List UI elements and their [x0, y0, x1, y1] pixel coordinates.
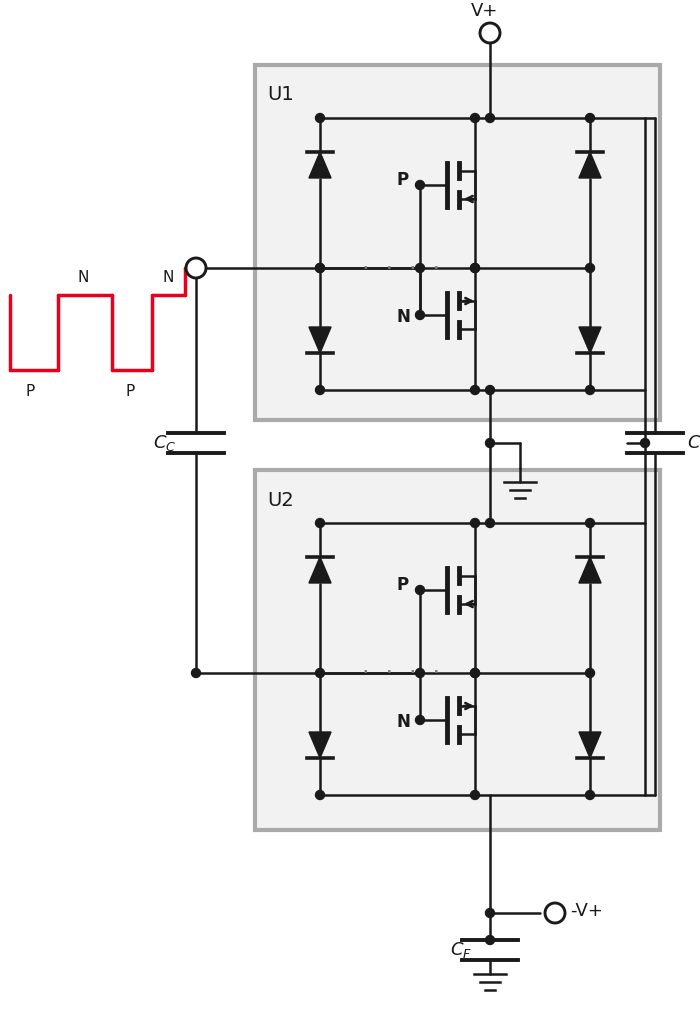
Circle shape: [585, 263, 594, 272]
Text: V+: V+: [471, 2, 498, 20]
FancyBboxPatch shape: [255, 470, 660, 830]
Circle shape: [585, 385, 594, 394]
Text: · · · ·: · · · ·: [360, 663, 442, 683]
Text: · · · ·: · · · ·: [360, 258, 442, 277]
Polygon shape: [579, 327, 601, 353]
Circle shape: [470, 385, 480, 394]
Text: N: N: [77, 269, 89, 284]
Text: $C_C$: $C_C$: [153, 433, 176, 453]
Polygon shape: [579, 732, 601, 758]
Circle shape: [585, 114, 594, 123]
Circle shape: [486, 385, 494, 394]
Text: P: P: [25, 384, 34, 399]
Circle shape: [486, 114, 494, 123]
Circle shape: [545, 903, 565, 923]
Circle shape: [316, 263, 325, 272]
Circle shape: [416, 263, 424, 272]
Text: $C_P$: $C_P$: [687, 433, 700, 453]
Circle shape: [416, 311, 424, 319]
Circle shape: [486, 518, 494, 527]
Circle shape: [316, 518, 325, 527]
Polygon shape: [309, 732, 331, 758]
Text: N: N: [162, 269, 174, 284]
Circle shape: [470, 263, 480, 272]
Circle shape: [416, 669, 424, 678]
Circle shape: [316, 669, 325, 678]
Circle shape: [316, 114, 325, 123]
Text: P: P: [397, 576, 409, 594]
Polygon shape: [309, 327, 331, 353]
Circle shape: [486, 936, 494, 945]
Text: P: P: [397, 171, 409, 189]
Circle shape: [416, 715, 424, 724]
Circle shape: [480, 23, 500, 43]
Circle shape: [585, 790, 594, 800]
Polygon shape: [579, 152, 601, 178]
Circle shape: [585, 669, 594, 678]
Circle shape: [186, 258, 206, 278]
Circle shape: [416, 181, 424, 190]
Circle shape: [470, 669, 480, 678]
Text: $C_F$: $C_F$: [450, 940, 472, 960]
Circle shape: [470, 114, 480, 123]
Circle shape: [585, 518, 594, 527]
Polygon shape: [579, 557, 601, 583]
Circle shape: [470, 263, 480, 272]
Circle shape: [316, 790, 325, 800]
Polygon shape: [309, 152, 331, 178]
Text: P: P: [125, 384, 134, 399]
Circle shape: [470, 669, 480, 678]
Text: N: N: [397, 713, 411, 731]
Text: -V+: -V+: [570, 902, 603, 920]
Text: U1: U1: [267, 85, 294, 105]
Circle shape: [486, 439, 494, 447]
Circle shape: [640, 439, 650, 447]
Circle shape: [416, 585, 424, 594]
Circle shape: [486, 908, 494, 917]
Text: U2: U2: [267, 491, 294, 509]
Text: N: N: [397, 308, 411, 326]
FancyBboxPatch shape: [255, 65, 660, 420]
Polygon shape: [309, 557, 331, 583]
Circle shape: [192, 669, 200, 678]
Circle shape: [470, 790, 480, 800]
Circle shape: [316, 385, 325, 394]
Circle shape: [470, 518, 480, 527]
Circle shape: [316, 263, 325, 272]
